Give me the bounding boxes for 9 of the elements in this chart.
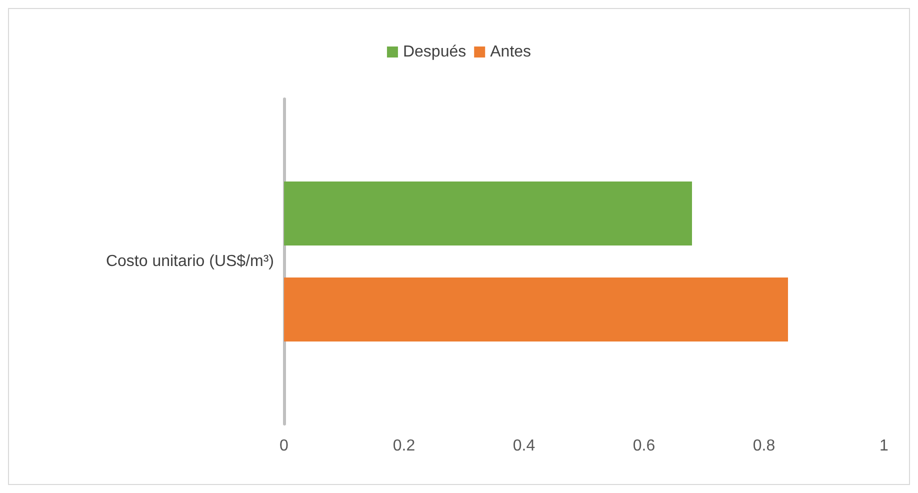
legend-label: Después <box>402 44 466 60</box>
x-tick-label: 0.6 <box>632 438 656 454</box>
x-tick-label: 0.8 <box>752 438 776 454</box>
y-tick-label: Costo unitario (US$/m³) <box>106 253 274 270</box>
x-tick-label: 1 <box>880 438 889 454</box>
x-tick-label: 0.2 <box>392 438 416 454</box>
x-tick-label: 0.4 <box>512 438 536 454</box>
x-tick-label: 0 <box>280 438 289 454</box>
legend-label: Antes <box>490 44 532 60</box>
